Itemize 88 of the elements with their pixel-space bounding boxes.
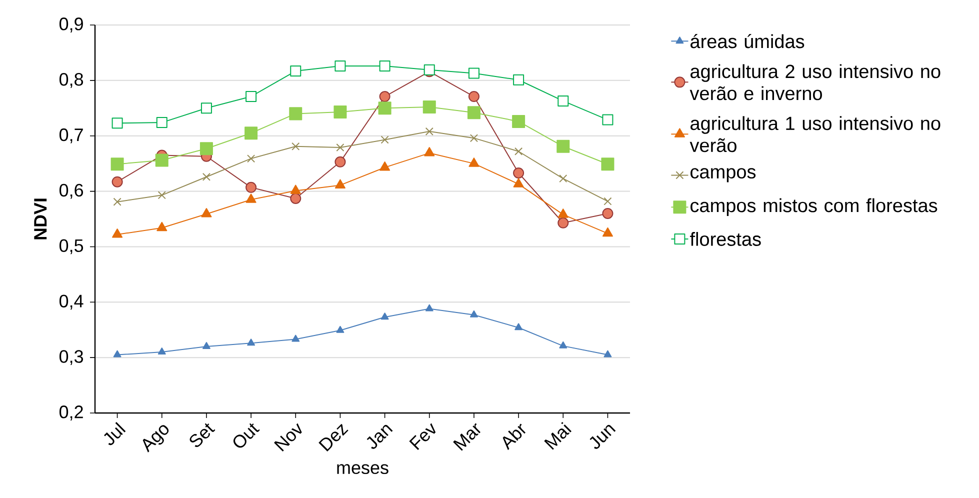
y-tick-label: 0,5 bbox=[59, 239, 84, 254]
point bbox=[290, 192, 302, 204]
point bbox=[513, 74, 524, 86]
point bbox=[602, 227, 613, 237]
y-tick-label: 0,6 bbox=[59, 184, 84, 199]
x-tick-label: Nov bbox=[274, 423, 302, 452]
point bbox=[290, 184, 301, 194]
point bbox=[336, 326, 344, 333]
point bbox=[558, 208, 568, 218]
x-tick-label: Abr bbox=[502, 424, 526, 450]
point bbox=[512, 114, 526, 128]
point bbox=[379, 91, 390, 102]
point bbox=[112, 176, 123, 188]
point bbox=[513, 168, 524, 178]
point bbox=[467, 106, 480, 120]
point bbox=[246, 182, 257, 193]
x-tick-label: Mar bbox=[453, 423, 480, 451]
y-tick-label: 0,7 bbox=[59, 128, 83, 144]
point bbox=[202, 342, 210, 349]
point bbox=[113, 350, 122, 358]
point bbox=[470, 134, 478, 142]
x-tick-label: Dez bbox=[318, 424, 348, 452]
point bbox=[558, 217, 569, 228]
point bbox=[112, 228, 123, 238]
legend-label: agricultura 1 uso intensivo no verão bbox=[690, 116, 940, 152]
point bbox=[425, 127, 434, 136]
x-axis-title: meses bbox=[337, 464, 388, 474]
point bbox=[514, 323, 523, 330]
point bbox=[202, 172, 210, 181]
point bbox=[602, 208, 614, 219]
point bbox=[113, 198, 122, 206]
legend-label: campos bbox=[690, 168, 756, 182]
x-tick-label: Out bbox=[233, 423, 260, 448]
point bbox=[468, 91, 480, 102]
y-tick-label: 0,3 bbox=[59, 350, 84, 366]
point bbox=[200, 142, 213, 156]
point bbox=[289, 107, 302, 120]
point bbox=[334, 179, 346, 188]
point bbox=[292, 334, 300, 342]
y-tick-label: 0,9 bbox=[59, 18, 83, 32]
point bbox=[380, 161, 390, 171]
point bbox=[201, 208, 212, 218]
legend-label: áreas úmidas bbox=[690, 34, 804, 48]
legend-label: campos mistos com florestas bbox=[690, 198, 938, 216]
point bbox=[468, 158, 480, 167]
point bbox=[470, 310, 478, 318]
point bbox=[380, 312, 389, 320]
point bbox=[158, 191, 166, 200]
point bbox=[559, 174, 568, 183]
legend-label: agricultura 2 uso intensivo no verão e inverno bbox=[690, 64, 940, 100]
x-tick-label: Mai bbox=[544, 422, 572, 450]
x-tick-label: Jan bbox=[366, 424, 393, 449]
point bbox=[247, 154, 256, 163]
point bbox=[292, 142, 300, 150]
point bbox=[380, 136, 389, 144]
point bbox=[559, 341, 568, 348]
point bbox=[513, 178, 524, 188]
x-tick-label: Jun bbox=[590, 424, 616, 449]
point bbox=[156, 222, 168, 232]
point bbox=[155, 154, 168, 167]
point bbox=[424, 147, 435, 156]
point bbox=[200, 102, 212, 114]
x-tick-label: Ago bbox=[142, 425, 169, 452]
y-tick-label: 0,4 bbox=[59, 294, 84, 310]
y-tick-label: 0,2 bbox=[59, 406, 83, 420]
x-tick-label: Set bbox=[190, 423, 216, 448]
point bbox=[604, 350, 612, 358]
point bbox=[246, 194, 256, 203]
point bbox=[247, 338, 256, 346]
point bbox=[468, 68, 480, 79]
point bbox=[110, 158, 124, 171]
point bbox=[336, 143, 344, 152]
point bbox=[334, 156, 346, 168]
point bbox=[378, 102, 392, 115]
legend-label: florestas bbox=[690, 232, 761, 246]
point bbox=[334, 106, 347, 119]
y-tick-label: 0,8 bbox=[59, 72, 84, 88]
point bbox=[604, 197, 612, 206]
x-tick-label: Jul bbox=[104, 422, 126, 446]
point bbox=[601, 158, 614, 171]
x-tick-label: Fev bbox=[409, 423, 436, 450]
point bbox=[556, 140, 570, 153]
point bbox=[514, 147, 523, 156]
point bbox=[425, 304, 434, 312]
y-axis-title: NDVI bbox=[34, 198, 47, 240]
point bbox=[422, 100, 436, 114]
point bbox=[244, 126, 258, 140]
point bbox=[158, 348, 166, 355]
